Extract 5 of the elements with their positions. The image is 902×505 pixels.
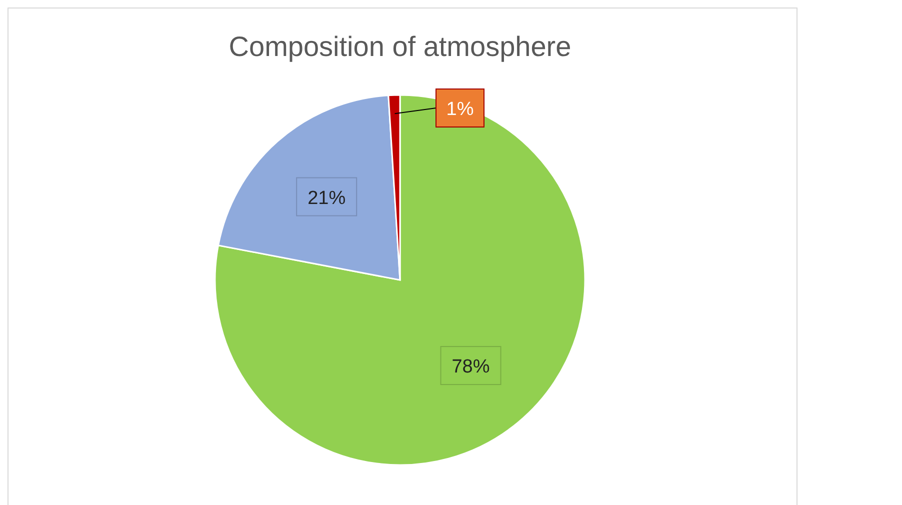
data-label: 1% xyxy=(446,99,474,120)
data-label: 21% xyxy=(308,188,346,209)
pie-slice xyxy=(214,94,586,466)
data-label: 78% xyxy=(452,356,490,378)
chart-title: Composition of atmosphere xyxy=(228,31,572,62)
